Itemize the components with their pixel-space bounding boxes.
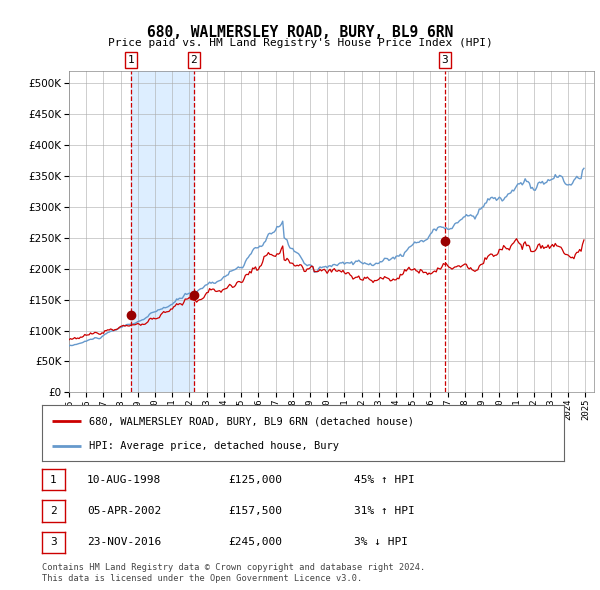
Text: 1: 1 xyxy=(50,475,57,484)
Text: £125,000: £125,000 xyxy=(228,475,282,484)
Text: HPI: Average price, detached house, Bury: HPI: Average price, detached house, Bury xyxy=(89,441,339,451)
Text: 3% ↓ HPI: 3% ↓ HPI xyxy=(354,537,408,547)
Text: 2: 2 xyxy=(190,55,197,65)
Text: 2: 2 xyxy=(50,506,57,516)
Text: 05-APR-2002: 05-APR-2002 xyxy=(87,506,161,516)
Text: 1: 1 xyxy=(127,55,134,65)
Text: 3: 3 xyxy=(442,55,448,65)
Text: 31% ↑ HPI: 31% ↑ HPI xyxy=(354,506,415,516)
Text: 680, WALMERSLEY ROAD, BURY, BL9 6RN (detached house): 680, WALMERSLEY ROAD, BURY, BL9 6RN (det… xyxy=(89,416,414,426)
Text: £157,500: £157,500 xyxy=(228,506,282,516)
Text: 45% ↑ HPI: 45% ↑ HPI xyxy=(354,475,415,484)
Text: 3: 3 xyxy=(50,537,57,547)
Text: Price paid vs. HM Land Registry's House Price Index (HPI): Price paid vs. HM Land Registry's House … xyxy=(107,38,493,48)
Text: 680, WALMERSLEY ROAD, BURY, BL9 6RN: 680, WALMERSLEY ROAD, BURY, BL9 6RN xyxy=(147,25,453,40)
Text: 23-NOV-2016: 23-NOV-2016 xyxy=(87,537,161,547)
Text: Contains HM Land Registry data © Crown copyright and database right 2024.
This d: Contains HM Land Registry data © Crown c… xyxy=(42,563,425,583)
Text: 10-AUG-1998: 10-AUG-1998 xyxy=(87,475,161,484)
Bar xyxy=(131,71,194,392)
Text: £245,000: £245,000 xyxy=(228,537,282,547)
